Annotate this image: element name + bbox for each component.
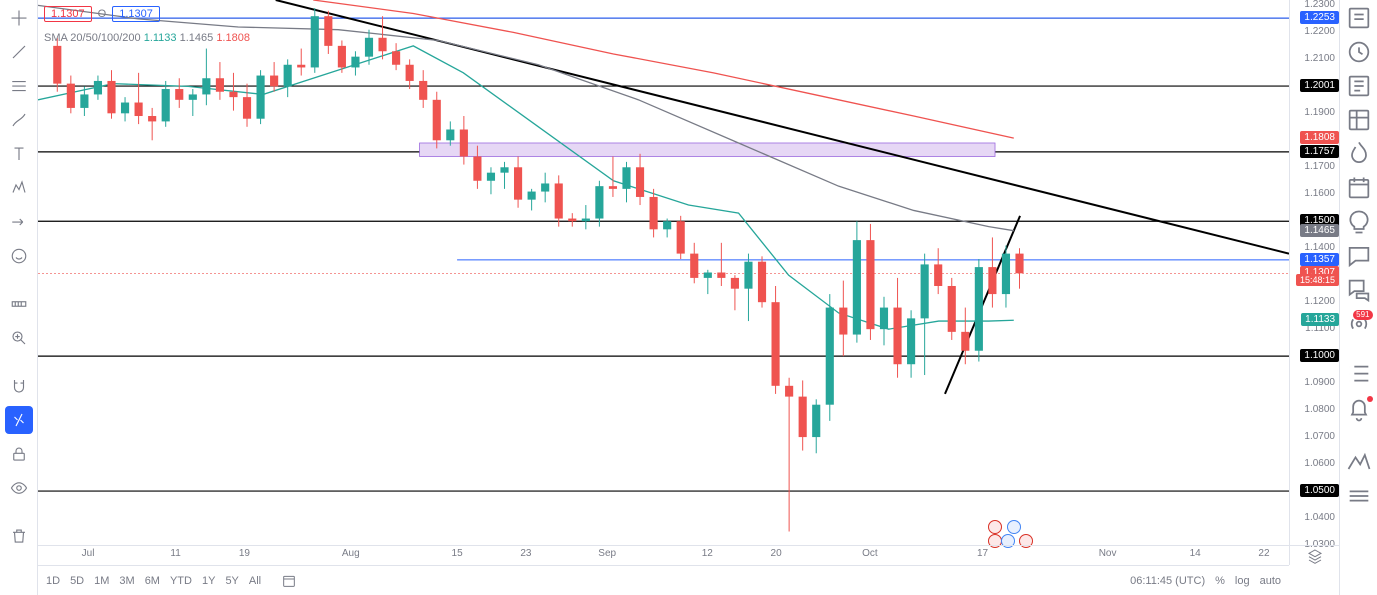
x-axis[interactable]: Jul 11 19 Aug 15 23 Sep 12 20 Oct 17 Nov 14 22 <box>38 545 1289 565</box>
y-tick: 1.1700 <box>1304 161 1335 172</box>
alerts-tool[interactable] <box>1345 38 1373 66</box>
ruler-tool[interactable] <box>5 290 33 318</box>
y-price-label: 1.1357 <box>1300 253 1339 266</box>
x-tick: Nov <box>1099 548 1117 559</box>
fib-tool[interactable] <box>5 72 33 100</box>
x-tick: Sep <box>598 548 616 559</box>
y-price-label: 1.1133 <box>1301 313 1339 326</box>
stream-badge: 591 <box>1353 310 1372 320</box>
x-tick: 17 <box>977 548 988 559</box>
x-tick: 12 <box>702 548 713 559</box>
hotlist-tool[interactable] <box>1345 140 1373 168</box>
forecast-tool[interactable] <box>5 208 33 236</box>
y-tick: 1.1900 <box>1304 107 1335 118</box>
data-tool[interactable] <box>1345 106 1373 134</box>
chart-plot[interactable] <box>38 0 1289 545</box>
y-tick: 1.0700 <box>1304 431 1335 442</box>
emoji-tool[interactable] <box>5 242 33 270</box>
y-price-label: 15:48:15 <box>1296 274 1339 286</box>
timeframe-1D[interactable]: 1D <box>46 575 60 587</box>
price-current-value: 1.1307 <box>112 6 160 22</box>
y-tick: 1.1600 <box>1304 188 1335 199</box>
chat-tool[interactable] <box>1345 242 1373 270</box>
y-tick: 1.2200 <box>1304 26 1335 37</box>
opt-log[interactable]: log <box>1235 575 1250 587</box>
chart-svg <box>38 0 1289 545</box>
x-tick: 19 <box>239 548 250 559</box>
y-tick: 1.0900 <box>1304 377 1335 388</box>
goto-date-icon[interactable] <box>281 573 297 589</box>
y-tick: 1.1200 <box>1304 296 1335 307</box>
lock-tool[interactable] <box>5 440 33 468</box>
hide-tool[interactable] <box>5 474 33 502</box>
text-tool[interactable] <box>5 140 33 168</box>
private-chat-tool[interactable] <box>1345 276 1373 304</box>
clock-label: 06:11:45 (UTC) <box>1130 575 1205 587</box>
y-tick: 1.0800 <box>1304 404 1335 415</box>
chart-header: 1.1307 O 1.1307 <box>44 6 160 22</box>
trash-tool[interactable] <box>5 522 33 550</box>
x-tick: 14 <box>1190 548 1201 559</box>
news-tool[interactable] <box>1345 72 1373 100</box>
y-tick: 1.2300 <box>1304 0 1335 10</box>
timeframe-YTD[interactable]: YTD <box>170 575 192 587</box>
lock-drawings-tool[interactable] <box>5 406 33 434</box>
timeframe-3M[interactable]: 3M <box>119 575 134 587</box>
price-open-value: 1.1307 <box>44 6 92 22</box>
right-toolbar: 591 <box>1339 0 1377 595</box>
dom-tool[interactable] <box>1345 448 1373 476</box>
y-price-label: 1.1465 <box>1300 224 1339 237</box>
calendar-tool[interactable] <box>1345 174 1373 202</box>
pattern-tool[interactable] <box>5 174 33 202</box>
object-tree-tool[interactable] <box>1345 362 1373 390</box>
timeframe-6M[interactable]: 6M <box>145 575 160 587</box>
bottom-bar: 1D 5D 1M 3M 6M YTD 1Y 5Y All 06:11:45 (UTC) % log… <box>38 565 1289 595</box>
x-tick: 22 <box>1258 548 1269 559</box>
y-axis[interactable]: 1.03001.04001.05001.06001.07001.08001.09… <box>1289 0 1339 545</box>
trendline-tool[interactable] <box>5 38 33 66</box>
ideas-tool[interactable] <box>1345 208 1373 236</box>
crosshair-tool[interactable] <box>5 4 33 32</box>
zoom-tool[interactable] <box>5 324 33 352</box>
y-tick: 1.0600 <box>1304 458 1335 469</box>
timeframe-5Y[interactable]: 5Y <box>225 575 238 587</box>
y-price-label: 1.1808 <box>1300 131 1339 144</box>
chart-area: 1.1307 O 1.1307 SMA 20/50/100/200 1.1133… <box>38 0 1339 595</box>
x-tick: 15 <box>452 548 463 559</box>
stream-tool[interactable]: 591 <box>1345 310 1373 338</box>
y-price-label: 1.2253 <box>1300 11 1339 24</box>
x-tick: Aug <box>342 548 360 559</box>
watchlist-tool[interactable] <box>1345 4 1373 32</box>
y-tick: 1.0400 <box>1304 512 1335 523</box>
bell-badge <box>1367 396 1373 402</box>
y-price-label: 1.2001 <box>1300 79 1339 92</box>
layers-tool[interactable] <box>1345 482 1373 510</box>
timeframe-1Y[interactable]: 1Y <box>202 575 215 587</box>
y-price-label: 1.0500 <box>1300 484 1339 497</box>
timeframe-1M[interactable]: 1M <box>94 575 109 587</box>
x-tick: Oct <box>862 548 878 559</box>
left-toolbar <box>0 0 38 595</box>
x-tick: Jul <box>82 548 95 559</box>
opt-%[interactable]: % <box>1215 575 1225 587</box>
layers-corner[interactable] <box>1289 545 1339 565</box>
timeframe-5D[interactable]: 5D <box>70 575 84 587</box>
x-tick: 11 <box>170 548 180 559</box>
magnet-tool[interactable] <box>5 372 33 400</box>
bell-tool[interactable] <box>1345 396 1373 424</box>
y-price-label: 1.1000 <box>1300 349 1339 362</box>
timeframe-All[interactable]: All <box>249 575 261 587</box>
y-tick: 1.1400 <box>1304 242 1335 253</box>
opt-auto[interactable]: auto <box>1260 575 1281 587</box>
indicator-label: SMA 20/50/100/200 1.1133 1.1465 1.1808 <box>44 32 250 44</box>
y-tick: 1.2100 <box>1304 53 1335 64</box>
o-label: O <box>98 8 107 20</box>
y-price-label: 1.1757 <box>1300 145 1339 158</box>
x-tick: 20 <box>771 548 782 559</box>
brush-tool[interactable] <box>5 106 33 134</box>
x-tick: 23 <box>520 548 531 559</box>
